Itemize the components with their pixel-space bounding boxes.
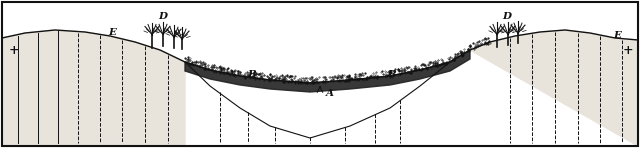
Text: B: B <box>388 70 396 78</box>
Polygon shape <box>2 2 638 146</box>
Text: D: D <box>502 12 511 21</box>
Polygon shape <box>185 50 470 92</box>
Text: E: E <box>108 28 116 37</box>
Polygon shape <box>470 30 638 146</box>
Polygon shape <box>185 50 470 138</box>
Text: A: A <box>326 89 334 98</box>
Polygon shape <box>2 2 638 146</box>
Text: B: B <box>248 70 257 78</box>
Text: +: + <box>623 44 634 57</box>
Text: E: E <box>613 30 621 40</box>
Polygon shape <box>2 30 185 146</box>
Text: D: D <box>159 12 168 21</box>
Text: +: + <box>9 44 19 57</box>
